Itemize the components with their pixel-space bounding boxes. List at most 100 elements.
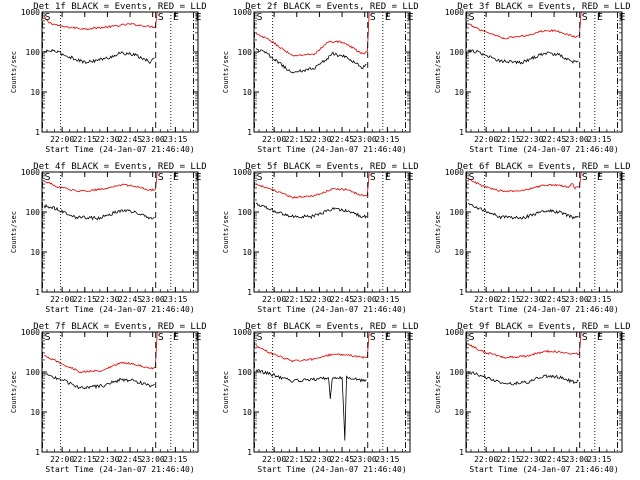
- x-axis-label: Start Time (24-Jan-07 21:46:40): [45, 465, 194, 474]
- events-series-line: [255, 369, 367, 441]
- x-tick-label: 23:15: [163, 295, 187, 304]
- marker-label: S: [370, 172, 376, 183]
- x-tick-label: 22:30: [307, 295, 331, 304]
- marker-label: S: [45, 332, 51, 343]
- x-tick-label: 23:00: [141, 455, 165, 464]
- y-axis-label: Counts/sec: [10, 371, 18, 413]
- marker-label: S: [158, 332, 164, 343]
- x-tick-label: 22:00: [474, 295, 498, 304]
- x-tick-label: 22:45: [118, 455, 142, 464]
- y-tick-label: 100: [450, 48, 465, 57]
- x-tick-label: 23:15: [375, 295, 399, 304]
- y-tick-label: 100: [238, 368, 253, 377]
- marker-label: E: [597, 332, 603, 343]
- panel-title: Det 3f BLACK = Events, RED = LLD: [457, 2, 630, 12]
- y-axis-label: Counts/sec: [10, 211, 18, 253]
- x-tick-label: 22:00: [50, 455, 74, 464]
- y-tick-label: 100: [26, 368, 41, 377]
- x-tick-label: 23:15: [163, 135, 187, 144]
- events-series-line: [467, 48, 579, 65]
- y-axis-label: Counts/sec: [222, 211, 230, 253]
- x-axis-label: Start Time (24-Jan-07 21:46:40): [469, 465, 618, 474]
- x-tick-label: 22:15: [285, 455, 309, 464]
- x-tick-label: 22:45: [542, 295, 566, 304]
- plot-frame: [253, 11, 411, 133]
- y-tick-label: 1: [247, 128, 252, 137]
- x-axis-label: Start Time (24-Jan-07 21:46:40): [257, 465, 406, 474]
- x-tick-label: 22:45: [118, 135, 142, 144]
- x-tick-label: 22:45: [330, 295, 354, 304]
- marker-label: S: [158, 12, 164, 23]
- marker-label: S: [257, 332, 263, 343]
- marker-label: S: [582, 12, 588, 23]
- y-tick-label: 10: [30, 408, 40, 417]
- x-tick-label: 22:30: [95, 295, 119, 304]
- x-tick-label: 22:30: [519, 455, 543, 464]
- x-tick-label: 23:15: [375, 455, 399, 464]
- x-axis-label: Start Time (24-Jan-07 21:46:40): [469, 305, 618, 314]
- plot-frame: [465, 331, 623, 453]
- panel-title: Det 1f BLACK = Events, RED = LLD: [33, 2, 206, 12]
- marker-label: S: [257, 12, 263, 23]
- x-tick-label: 22:00: [262, 295, 286, 304]
- marker-label: E: [385, 332, 391, 343]
- x-axis-label: Start Time (24-Jan-07 21:46:40): [469, 145, 618, 154]
- lld-series-line: [43, 171, 158, 193]
- x-tick-label: 23:00: [565, 455, 589, 464]
- x-tick-label: 22:00: [50, 135, 74, 144]
- x-tick-label: 22:15: [497, 295, 521, 304]
- x-tick-label: 22:30: [95, 455, 119, 464]
- y-tick-label: 1: [35, 448, 40, 457]
- marker-label: S: [582, 172, 588, 183]
- lld-series-line: [255, 331, 370, 363]
- y-tick-label: 1: [35, 288, 40, 297]
- x-tick-label: 23:00: [353, 135, 377, 144]
- y-tick-label: 1000: [445, 168, 464, 177]
- x-tick-label: 23:00: [565, 295, 589, 304]
- lld-series-line: [467, 171, 582, 193]
- events-series-line: [255, 202, 367, 220]
- y-tick-label: 1000: [21, 8, 40, 17]
- events-series-line: [43, 203, 155, 221]
- x-tick-label: 22:00: [474, 455, 498, 464]
- marker-label: E: [385, 172, 391, 183]
- panel-title: Det 7f BLACK = Events, RED = LLD: [33, 322, 206, 332]
- y-tick-label: 1000: [21, 328, 40, 337]
- y-tick-label: 10: [454, 408, 464, 417]
- y-axis-label: Counts/sec: [10, 51, 18, 93]
- x-tick-label: 23:15: [587, 135, 611, 144]
- y-tick-label: 100: [450, 368, 465, 377]
- marker-label: S: [45, 172, 51, 183]
- x-axis-label: Start Time (24-Jan-07 21:46:40): [45, 305, 194, 314]
- plot-frame: [465, 171, 623, 293]
- plot-frame: [465, 11, 623, 133]
- y-tick-label: 1000: [233, 328, 252, 337]
- x-tick-label: 23:15: [587, 295, 611, 304]
- y-tick-label: 100: [26, 48, 41, 57]
- x-tick-label: 23:15: [375, 135, 399, 144]
- plot-frame: [253, 171, 411, 293]
- x-tick-label: 22:30: [519, 295, 543, 304]
- y-tick-label: 1: [247, 288, 252, 297]
- y-tick-label: 1: [459, 448, 464, 457]
- y-tick-label: 10: [454, 88, 464, 97]
- x-tick-label: 23:15: [163, 455, 187, 464]
- x-tick-label: 22:45: [118, 295, 142, 304]
- panel-title: Det 9f BLACK = Events, RED = LLD: [457, 322, 630, 332]
- x-tick-label: 22:30: [519, 135, 543, 144]
- y-tick-label: 1: [459, 288, 464, 297]
- y-tick-label: 10: [30, 248, 40, 257]
- x-tick-label: 22:15: [497, 455, 521, 464]
- y-tick-label: 1000: [445, 328, 464, 337]
- lld-series-line: [43, 331, 158, 374]
- x-tick-label: 22:45: [542, 455, 566, 464]
- marker-label: E: [173, 12, 179, 23]
- x-tick-label: 22:15: [497, 135, 521, 144]
- x-tick-label: 23:00: [565, 135, 589, 144]
- y-axis-label: Counts/sec: [434, 371, 442, 413]
